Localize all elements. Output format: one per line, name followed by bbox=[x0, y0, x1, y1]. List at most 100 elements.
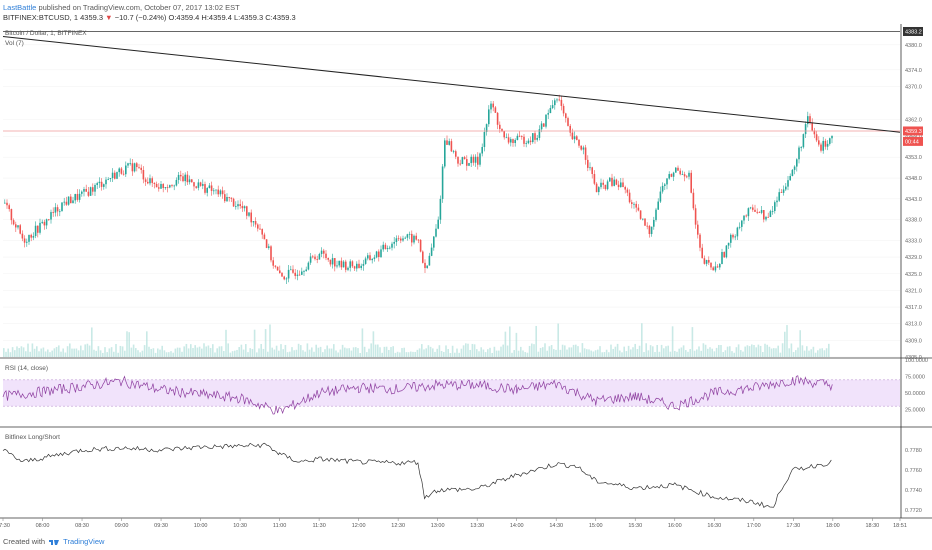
rsi-tick-label: 75.0000 bbox=[905, 375, 925, 381]
volume-bar bbox=[128, 332, 130, 357]
volume-bar bbox=[577, 346, 579, 357]
volume-bar bbox=[645, 343, 647, 357]
volume-bar bbox=[152, 348, 155, 357]
candle-body bbox=[364, 258, 367, 264]
volume-bar bbox=[381, 352, 383, 357]
candle-body bbox=[235, 206, 237, 208]
candle-body bbox=[318, 254, 321, 260]
volume-bar bbox=[102, 352, 104, 357]
main-pane-title: Bitcoin / Dollar, 1, BITFINEX bbox=[5, 30, 87, 37]
price-marker bbox=[903, 26, 923, 36]
volume-bar bbox=[572, 344, 575, 357]
candle-body bbox=[551, 105, 554, 108]
candle-body bbox=[243, 206, 246, 209]
volume-bar bbox=[460, 348, 463, 357]
candle-body bbox=[527, 140, 530, 144]
x-tick-label: 18:00 bbox=[826, 523, 840, 529]
trendline bbox=[2, 35, 901, 133]
candle-body bbox=[316, 259, 318, 260]
candle-body bbox=[532, 133, 534, 143]
volume-bar bbox=[236, 349, 238, 357]
volume-bar bbox=[368, 348, 370, 357]
candle-body bbox=[818, 140, 820, 145]
candle-body bbox=[516, 135, 519, 140]
candle-body bbox=[213, 190, 215, 192]
volume-bar bbox=[344, 347, 346, 357]
candle-body bbox=[738, 226, 741, 228]
volume-bar bbox=[25, 351, 27, 357]
volume-bar bbox=[126, 331, 128, 357]
x-tick-label: 08:30 bbox=[75, 523, 89, 529]
x-tick-label: 16:00 bbox=[668, 523, 682, 529]
volume-bar bbox=[478, 351, 480, 357]
candle-body bbox=[45, 219, 48, 226]
volume-bar bbox=[438, 345, 441, 357]
candle-body bbox=[815, 134, 818, 141]
candle-body bbox=[87, 191, 90, 196]
candle-body bbox=[501, 128, 503, 132]
candle-body bbox=[338, 260, 340, 266]
volume-bar bbox=[550, 345, 553, 357]
volume-bar bbox=[339, 349, 342, 357]
tradingview-brand[interactable]: TradingView bbox=[63, 537, 105, 546]
rsi-tick-label: 50.0000 bbox=[905, 391, 925, 397]
candle-body bbox=[408, 233, 411, 235]
y-tick-label: 4343.0 bbox=[905, 197, 922, 203]
candle-body bbox=[430, 247, 433, 256]
candle-body bbox=[534, 133, 536, 140]
candle-body bbox=[771, 210, 774, 212]
candle-body bbox=[199, 182, 202, 186]
candle-body bbox=[100, 181, 103, 187]
candle-body bbox=[633, 203, 635, 205]
volume-bar bbox=[273, 349, 276, 357]
volume-bar bbox=[80, 345, 82, 357]
candle-body bbox=[710, 262, 712, 268]
volume-bar bbox=[632, 347, 634, 357]
y-tick-label: 4329.0 bbox=[905, 255, 922, 261]
volume-bar bbox=[610, 344, 612, 357]
candle-body bbox=[395, 238, 398, 242]
x-tick-label: 13:30 bbox=[470, 523, 484, 529]
candle-body bbox=[186, 174, 189, 183]
candle-body bbox=[780, 192, 783, 193]
candle-body bbox=[481, 147, 483, 154]
candle-body bbox=[59, 211, 61, 213]
x-tick-label: 09:30 bbox=[154, 523, 168, 529]
volume-bar bbox=[753, 345, 755, 357]
volume-bar bbox=[788, 348, 790, 357]
candle-body bbox=[221, 190, 224, 195]
volume-bar bbox=[71, 348, 73, 357]
candle-body bbox=[595, 183, 598, 193]
volume-bar bbox=[559, 349, 562, 357]
volume-bar bbox=[449, 352, 452, 357]
candle-body bbox=[224, 194, 226, 202]
volume-bar bbox=[696, 349, 698, 357]
candle-body bbox=[602, 182, 604, 185]
volume-bar bbox=[603, 352, 606, 357]
volume-bar bbox=[781, 343, 784, 357]
author-link[interactable]: LastBattle bbox=[3, 3, 37, 12]
candle-body bbox=[287, 269, 290, 279]
volume-bar bbox=[185, 343, 188, 357]
volume-bar bbox=[119, 345, 122, 357]
candle-body bbox=[362, 263, 365, 266]
candle-body bbox=[573, 136, 576, 140]
volume-bar bbox=[104, 347, 106, 357]
candle-body bbox=[804, 124, 807, 135]
volume-bar bbox=[137, 350, 139, 357]
volume-bar bbox=[38, 351, 40, 357]
candle-body bbox=[560, 99, 563, 106]
volume-bar bbox=[146, 331, 148, 357]
volume-bar bbox=[643, 352, 645, 357]
candle-body bbox=[681, 174, 684, 176]
candle-body bbox=[367, 255, 369, 259]
candle-body bbox=[8, 205, 10, 210]
volume-bar bbox=[300, 345, 302, 357]
volume-bar bbox=[192, 348, 194, 357]
volume-bar bbox=[817, 350, 819, 357]
volume-bar bbox=[410, 351, 412, 357]
volume-bar bbox=[174, 348, 177, 357]
x-tick-label: 18:51 bbox=[893, 523, 907, 529]
volume-bar bbox=[163, 350, 166, 357]
